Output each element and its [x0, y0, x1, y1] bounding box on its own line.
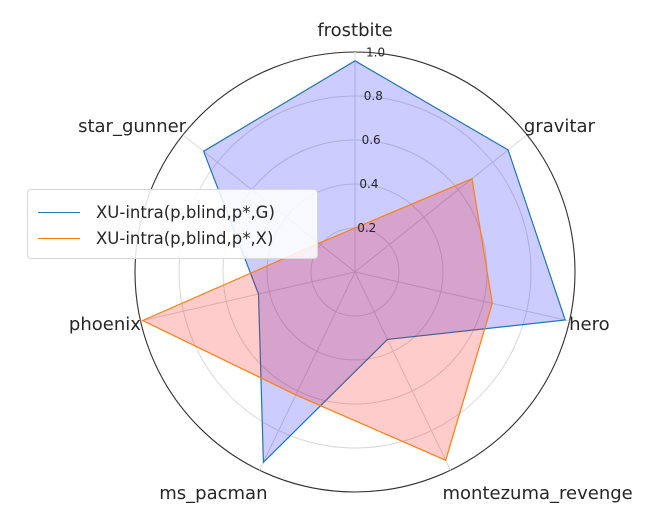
legend-label-series-0: XU-intra(p,blind,p*,G)	[96, 202, 275, 222]
r-tick-label-2: 0.6	[362, 133, 381, 147]
axis-label-gravitar: gravitar	[524, 116, 596, 137]
axis-label-montezuma_revenge: montezuma_revenge	[443, 483, 633, 504]
spoke-ms_pacman	[259, 271, 356, 471]
r-tick-label-3: 0.8	[364, 89, 383, 103]
spoke-hero	[354, 271, 570, 322]
legend-item-series-1: XU-intra(p,blind,p*,X)	[38, 226, 273, 250]
legend-swatch-series-0	[38, 211, 80, 213]
series-polygon-0	[202, 60, 567, 464]
legend-item-series-0: XU-intra(p,blind,p*,G)	[38, 200, 275, 224]
r-tick-label-0: 0.2	[357, 221, 376, 235]
axis-label-frostbite: frostbite	[317, 20, 392, 41]
axis-label-phoenix: phoenix	[69, 314, 141, 335]
spoke-phoenix	[140, 271, 356, 322]
spoke-gravitar	[354, 134, 528, 273]
r-tick-label-1: 0.4	[359, 177, 378, 191]
legend: XU-intra(p,blind,p*,G) XU-intra(p,blind,…	[27, 189, 318, 259]
axis-label-star_gunner: star_gunner	[78, 116, 187, 137]
r-tick-label-4: 1.0	[366, 45, 385, 59]
legend-swatch-series-1	[38, 237, 80, 239]
legend-label-series-1: XU-intra(p,blind,p*,X)	[96, 228, 274, 248]
spoke-montezuma_revenge	[354, 271, 451, 471]
axis-label-ms_pacman: ms_pacman	[159, 483, 267, 504]
axis-label-hero: hero	[569, 314, 610, 335]
